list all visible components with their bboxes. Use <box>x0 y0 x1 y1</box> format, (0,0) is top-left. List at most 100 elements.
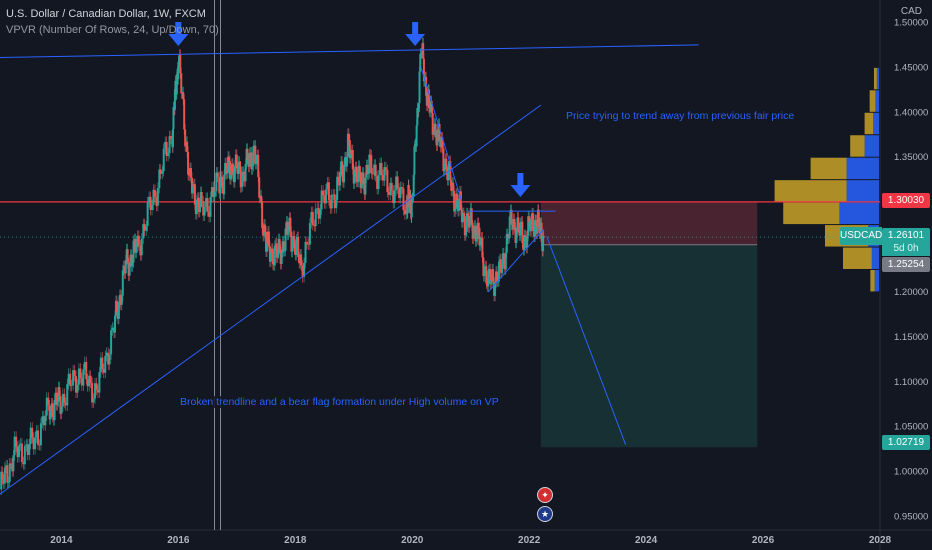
candle-body <box>286 221 289 235</box>
candle-body <box>542 235 545 252</box>
indicator-label[interactable]: VPVR (Number Of Rows, 24, Up/Down, 70) <box>6 24 219 36</box>
candle-body <box>26 444 29 455</box>
candle-body <box>148 196 151 203</box>
candle-body <box>496 281 499 283</box>
candle-body <box>142 224 145 239</box>
candle-body <box>290 231 293 252</box>
trendline <box>487 228 545 293</box>
candle-body <box>415 125 418 147</box>
x-tick-label: 2014 <box>50 535 73 546</box>
currency-label: CAD <box>900 6 922 17</box>
candle-body <box>135 247 138 253</box>
candle-body <box>6 465 9 483</box>
candle-body <box>392 190 395 204</box>
candle-body <box>200 191 203 202</box>
candle-body <box>12 455 15 472</box>
candle-body <box>175 93 178 95</box>
candle-body <box>229 175 232 180</box>
candle-body <box>305 241 308 244</box>
candle-body <box>465 213 468 232</box>
candle-body <box>445 158 448 170</box>
candle-body <box>425 76 428 96</box>
candle-body <box>406 200 409 214</box>
us-flag-icon[interactable]: ★ <box>537 506 553 522</box>
candle-body <box>351 150 354 170</box>
x-tick-label: 2028 <box>869 535 892 546</box>
candle-body <box>538 217 541 234</box>
candle-body <box>69 373 72 386</box>
trendline <box>420 67 463 203</box>
candle-body <box>418 71 421 104</box>
vp-bar-up <box>839 202 879 225</box>
candle-body <box>537 209 540 218</box>
candle-body <box>364 177 367 195</box>
x-tick-label: 2018 <box>284 535 307 546</box>
candle-body <box>55 392 58 406</box>
candle-body <box>517 217 520 227</box>
candle-body <box>332 194 335 196</box>
candle-body <box>31 427 34 438</box>
candle-body <box>92 398 95 403</box>
candle-body <box>428 89 431 109</box>
candle-body <box>442 148 445 172</box>
candle-body <box>386 170 389 192</box>
candle-body <box>56 401 59 406</box>
candle-body <box>108 354 111 365</box>
candle-body <box>155 196 158 206</box>
current-price-tag: 1.26101 <box>882 228 930 243</box>
candle-body <box>60 406 63 414</box>
candle-body <box>276 253 279 258</box>
candle-body <box>487 270 490 287</box>
candle-body <box>280 252 283 264</box>
candle-body <box>454 208 457 212</box>
candle-body <box>242 171 245 175</box>
candle-body <box>477 223 480 228</box>
candle-body <box>182 92 185 100</box>
candle-body <box>261 202 264 228</box>
candle-body <box>393 190 396 204</box>
candle-body <box>497 261 500 282</box>
candle-body <box>79 368 82 378</box>
candle-body <box>98 372 101 393</box>
y-tick-label: 1.10000 <box>894 377 928 388</box>
candle-body <box>252 146 255 167</box>
candle-body <box>438 123 441 142</box>
candle-body <box>295 239 298 256</box>
candle-body <box>80 377 83 386</box>
annotation-fair-price[interactable]: Price trying to trend away from previous… <box>566 110 795 122</box>
candle-body <box>500 268 503 273</box>
candle-body <box>11 463 14 472</box>
candle-body <box>237 161 240 174</box>
x-tick-label: 2016 <box>167 535 190 546</box>
vp-bar-down <box>870 269 875 292</box>
candle-body <box>1 471 4 480</box>
candle-body <box>124 260 127 274</box>
candle-body <box>462 213 465 217</box>
candle-body <box>240 186 243 188</box>
candle-body <box>94 383 97 399</box>
candle-body <box>44 415 47 426</box>
candle-body <box>398 188 401 198</box>
candle-body <box>170 136 173 139</box>
candle-body <box>366 164 369 175</box>
candle-body <box>173 109 176 111</box>
candle-body <box>389 182 392 195</box>
candle-body <box>218 176 221 194</box>
candle-body <box>411 198 414 200</box>
candle-body <box>223 174 226 195</box>
annotation-bear-flag[interactable]: Broken trendline and a bear flag formati… <box>180 396 499 408</box>
candle-body <box>476 223 479 239</box>
candle-body <box>371 173 374 175</box>
candle-body <box>115 300 118 313</box>
candle-body <box>396 176 399 189</box>
canada-flag-icon[interactable]: ✦ <box>537 487 553 503</box>
candle-body <box>387 191 390 195</box>
candle-body <box>403 210 406 215</box>
candle-body <box>146 202 149 227</box>
candle-body <box>472 227 475 239</box>
candle-body <box>542 235 545 238</box>
candle-body <box>436 129 439 146</box>
candle-body <box>37 430 40 445</box>
candle-body <box>483 268 486 277</box>
